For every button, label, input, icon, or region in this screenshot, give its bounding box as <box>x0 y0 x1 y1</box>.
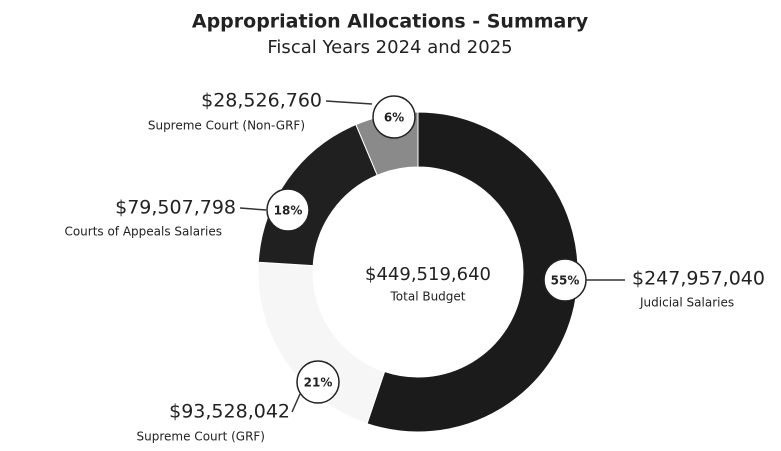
callout-line <box>239 207 267 211</box>
callout-line <box>291 393 301 413</box>
percent-label: 55% <box>551 274 580 288</box>
category-label: Supreme Court (GRF) <box>137 430 265 444</box>
percent-badge <box>372 95 416 139</box>
category-label: Judicial Salaries <box>639 296 734 310</box>
value-label: $93,528,042 <box>169 401 290 423</box>
center-caption: Total Budget <box>390 290 466 304</box>
percent-label: 18% <box>274 204 303 218</box>
donut-segment <box>366 111 579 433</box>
value-label: $28,526,760 <box>201 90 322 112</box>
percent-badge <box>266 188 310 232</box>
chart-subtitle: Fiscal Years 2024 and 2025 <box>267 37 512 58</box>
center-label: $449,519,640 <box>365 264 491 285</box>
percent-badge <box>296 360 340 404</box>
value-label: $79,507,798 <box>115 197 236 219</box>
callout-line <box>325 100 373 105</box>
percent-label: 6% <box>384 111 404 125</box>
category-label: Courts of Appeals Salaries <box>64 225 222 239</box>
value-label: $247,957,040 <box>632 268 765 290</box>
percent-label: 21% <box>304 376 333 390</box>
category-label: Supreme Court (Non-GRF) <box>148 119 305 133</box>
chart-title: Appropriation Allocations - Summary <box>192 11 589 33</box>
percent-badge <box>543 258 587 302</box>
